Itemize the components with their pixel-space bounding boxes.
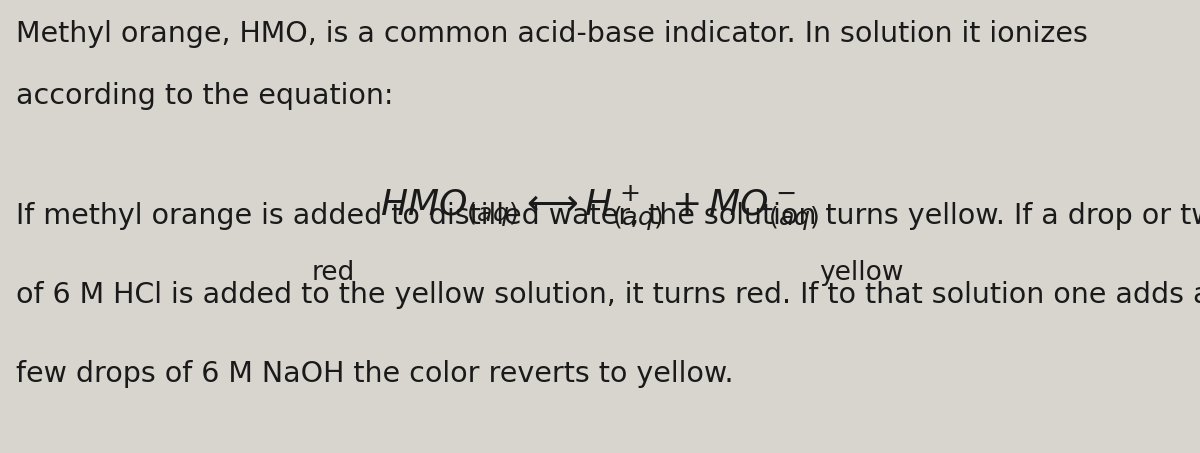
Text: $\mathit{HMO}_{(aq)} \longleftrightarrow \mathit{H}^+_{(aq)} + \mathit{MO}^-_{(a: $\mathit{HMO}_{(aq)} \longleftrightarrow… [380, 183, 820, 233]
Text: Methyl orange, HMO, is a common acid-base indicator. In solution it ionizes: Methyl orange, HMO, is a common acid-bas… [16, 20, 1087, 48]
Text: according to the equation:: according to the equation: [16, 82, 394, 110]
Text: If methyl orange is added to distilled water, the solution turns yellow. If a dr: If methyl orange is added to distilled w… [16, 202, 1200, 230]
Text: red: red [312, 260, 355, 286]
Text: of 6 M HCl is added to the yellow solution, it turns red. If to that solution on: of 6 M HCl is added to the yellow soluti… [16, 281, 1200, 309]
Text: few drops of 6 M NaOH the color reverts to yellow.: few drops of 6 M NaOH the color reverts … [16, 360, 733, 388]
Text: yellow: yellow [820, 260, 904, 286]
